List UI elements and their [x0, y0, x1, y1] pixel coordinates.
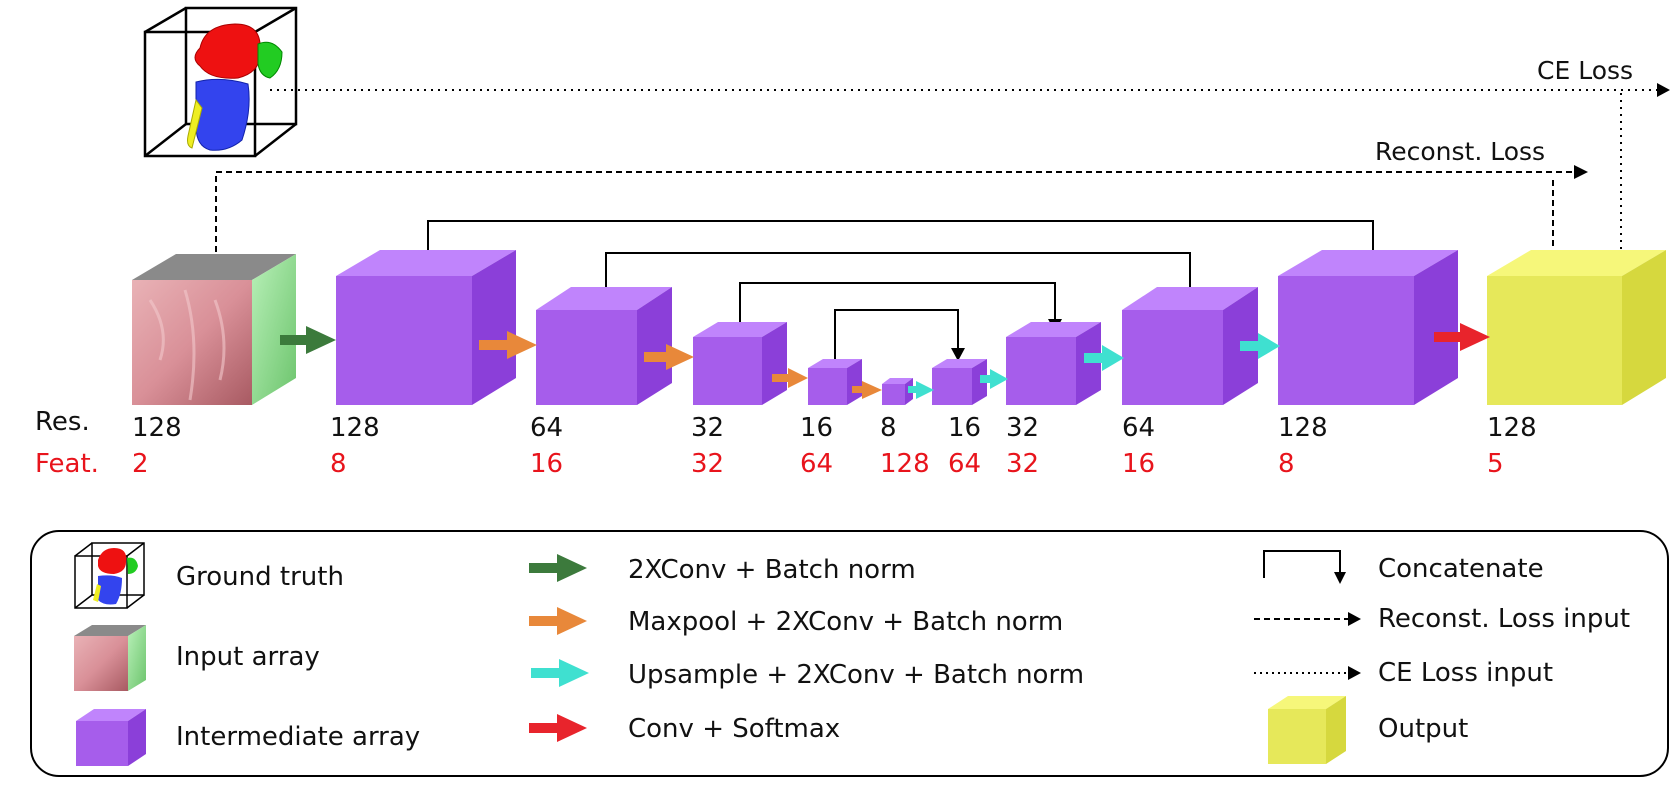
- legend-upsample-label: Upsample + 2XConv + Batch norm: [628, 660, 1084, 690]
- output-block: [1487, 250, 1666, 405]
- res-value: 32: [691, 413, 724, 443]
- encoder-block-16: [808, 359, 862, 405]
- op-arrow-upsample-4: [1240, 333, 1280, 359]
- res-value: 32: [1006, 413, 1039, 443]
- legend-ground-truth-icon: [74, 542, 145, 609]
- legend-intermediate-array-icon: [76, 709, 146, 766]
- ground-truth-icon: [143, 6, 298, 158]
- feat-labels: 2 8 16 32 64 128 64 32 16 8 5: [132, 449, 1504, 479]
- op-arrow-maxpool-4: [852, 381, 882, 399]
- decoder-block-128: [1278, 250, 1458, 405]
- legend-orange-arrow-icon: [529, 607, 587, 635]
- legend-output-icon: [1268, 696, 1346, 764]
- feat-value: 128: [880, 449, 930, 479]
- legend-box: [30, 530, 1669, 777]
- feat-value: 5: [1487, 449, 1504, 479]
- skip-connection-64: [605, 252, 1197, 301]
- feat-value: 2: [132, 449, 149, 479]
- res-value: 16: [800, 413, 833, 443]
- feat-value: 64: [800, 449, 833, 479]
- legend-cyan-arrow-icon: [531, 659, 589, 687]
- feat-value: 64: [948, 449, 981, 479]
- feat-value: 32: [1006, 449, 1039, 479]
- res-value: 8: [880, 413, 897, 443]
- op-arrow-maxpool-2: [644, 344, 694, 370]
- decoder-block-64: [1122, 287, 1258, 405]
- ce-loss-label: CE Loss: [1537, 56, 1633, 85]
- feat-value: 8: [330, 449, 347, 479]
- legend-green-arrow-icon: [529, 554, 587, 582]
- legend-ce-input-label: CE Loss input: [1378, 658, 1553, 688]
- encoder-block-64: [536, 287, 672, 405]
- op-arrow-upsample-1: [908, 381, 934, 399]
- encoder-block-128: [336, 250, 516, 405]
- op-arrow-upsample-2: [980, 369, 1008, 389]
- legend-conv-bn-label: 2XConv + Batch norm: [628, 555, 916, 585]
- legend-conv-softmax-label: Conv + Softmax: [628, 714, 840, 744]
- feat-value: 8: [1278, 449, 1295, 479]
- legend-reconst-line-icon: [1254, 612, 1361, 626]
- op-arrow-maxpool-3: [772, 368, 808, 388]
- decoder-block-16: [932, 359, 987, 405]
- res-value: 128: [1278, 413, 1328, 443]
- res-value: 16: [948, 413, 981, 443]
- op-arrow-upsample-3: [1084, 345, 1124, 371]
- reconst-loss-line: [215, 165, 1588, 276]
- skip-connection-128: [427, 220, 1380, 269]
- legend-reconst-input-label: Reconst. Loss input: [1378, 604, 1630, 634]
- decoder-block-32: [1006, 322, 1101, 405]
- legend-ground-truth-label: Ground truth: [176, 562, 344, 592]
- op-arrow-maxpool-1: [479, 331, 537, 359]
- feat-value: 16: [530, 449, 563, 479]
- res-row-label: Res.: [35, 407, 90, 437]
- feat-value: 32: [691, 449, 724, 479]
- input-array-block: [132, 254, 296, 405]
- feat-row-label: Feat.: [35, 449, 99, 479]
- skip-connection-32: [739, 282, 1062, 332]
- res-value: 128: [132, 413, 182, 443]
- feat-value: 16: [1122, 449, 1155, 479]
- legend-maxpool-label: Maxpool + 2XConv + Batch norm: [628, 607, 1063, 637]
- op-arrow-conv-softmax: [1434, 323, 1490, 351]
- res-value: 64: [530, 413, 563, 443]
- res-value: 128: [1487, 413, 1537, 443]
- legend-output-label: Output: [1378, 714, 1468, 744]
- legend-input-array-label: Input array: [176, 642, 320, 672]
- legend-ce-line-icon: [1254, 666, 1361, 680]
- legend-concatenate-label: Concatenate: [1378, 554, 1544, 584]
- legend-concatenate-icon: [1263, 550, 1346, 584]
- reconst-loss-label: Reconst. Loss: [1375, 137, 1545, 166]
- skip-connection-16: [834, 309, 965, 366]
- legend-intermediate-array-label: Intermediate array: [176, 722, 420, 752]
- encoder-block-32: [693, 322, 787, 405]
- legend-red-arrow-icon: [529, 714, 587, 742]
- res-labels: 128 128 64 32 16 8 16 32 64 128 128: [132, 413, 1537, 443]
- ce-loss-line: [270, 83, 1670, 256]
- res-value: 128: [330, 413, 380, 443]
- legend-input-array-icon: [74, 625, 146, 691]
- res-value: 64: [1122, 413, 1155, 443]
- bottleneck-block-8: [882, 378, 913, 405]
- op-arrow-conv-bn: [280, 326, 336, 354]
